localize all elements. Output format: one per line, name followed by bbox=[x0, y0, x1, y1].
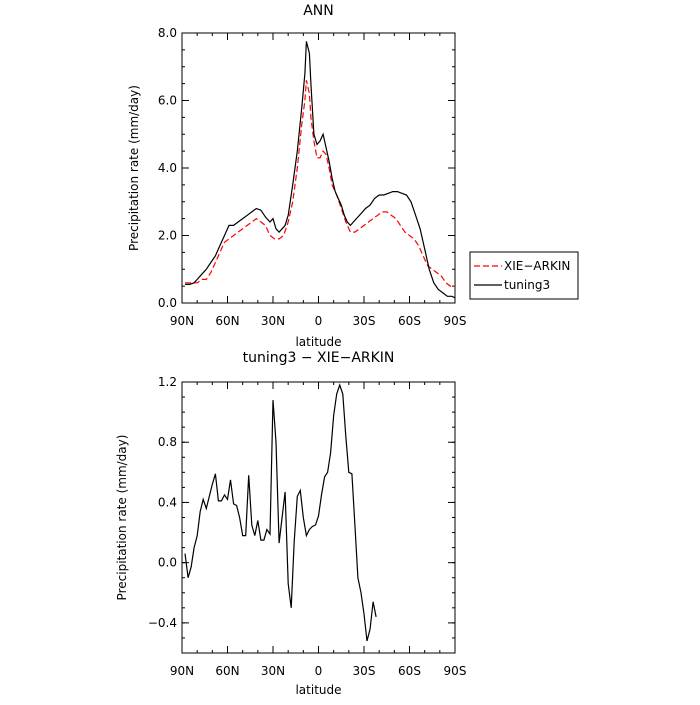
legend-box bbox=[469, 251, 579, 300]
plot-frame bbox=[181, 32, 456, 304]
y-tick-label: 2.0 bbox=[158, 229, 177, 243]
x-tick-label: 90N bbox=[170, 314, 194, 328]
series-line-1 bbox=[184, 383, 377, 642]
y-tick-label: 0.8 bbox=[158, 435, 177, 449]
y-axis-label: Precipitation rate (mm/day) bbox=[115, 435, 129, 601]
legend-label: XIE−ARKIN bbox=[504, 259, 570, 273]
chart-2: 90N 60N 30N 0 30S 60S 90S −0.4 0.0 0.4 0.8 1.2 tunin… bbox=[115, 350, 466, 697]
x-tick-label: 30S bbox=[353, 664, 376, 678]
legend-label: tuning3 bbox=[504, 278, 550, 292]
x-tick-label: 30N bbox=[261, 314, 285, 328]
x-tick-label: 60N bbox=[215, 664, 239, 678]
series-line-xie-arkin bbox=[185, 80, 455, 287]
x-axis-label: latitude bbox=[295, 335, 341, 349]
y-tick-label: 0.0 bbox=[158, 296, 177, 310]
x-tick-label: 60S bbox=[398, 664, 421, 678]
x-tick-label: 90S bbox=[444, 664, 467, 678]
legend: XIE−ARKIN tuning3 bbox=[469, 251, 579, 300]
y-tick-label: 4.0 bbox=[158, 161, 177, 175]
y-tick-label: 8.0 bbox=[158, 26, 177, 40]
y-tick-label: −0.4 bbox=[148, 616, 177, 630]
x-tick-label: 0 bbox=[315, 664, 323, 678]
chart-title: ANN bbox=[303, 3, 334, 19]
chart-title: tuning3 − XIE−ARKIN bbox=[243, 350, 395, 366]
y-axis-label: Precipitation rate (mm/day) bbox=[127, 85, 141, 251]
x-tick-label: 30S bbox=[353, 314, 376, 328]
y-tick-label: 0.0 bbox=[158, 556, 177, 570]
x-axis-label: latitude bbox=[295, 683, 341, 697]
x-tick-label: 60S bbox=[398, 314, 421, 328]
y-tick-label: 6.0 bbox=[158, 94, 177, 108]
x-tick-label: 0 bbox=[315, 314, 323, 328]
x-tick-label: 90S bbox=[444, 314, 467, 328]
x-tick-label: 90N bbox=[170, 664, 194, 678]
x-tick-label: 30N bbox=[261, 664, 285, 678]
y-tick-label: 1.2 bbox=[158, 375, 177, 389]
series-line-tuning3 bbox=[185, 41, 456, 299]
x-tick-label: 60N bbox=[215, 314, 239, 328]
chart-1: 90N 60N 30N 0 30S 60S 90S 0.0 2.0 4.0 6.0 8.0 ANN lat… bbox=[127, 3, 579, 349]
y-tick-label: 0.4 bbox=[158, 495, 177, 509]
